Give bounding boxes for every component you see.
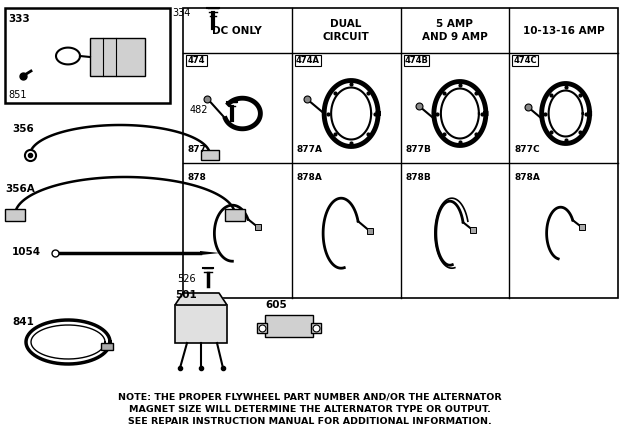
Text: 841: 841 <box>12 317 34 327</box>
Text: 878A: 878A <box>297 173 322 181</box>
Bar <box>90 38 145 76</box>
Text: 877A: 877A <box>297 145 323 153</box>
Text: 474: 474 <box>187 56 205 65</box>
Text: DC ONLY: DC ONLY <box>213 25 262 35</box>
Text: 334: 334 <box>172 8 190 18</box>
Text: 526: 526 <box>177 274 196 284</box>
Bar <box>265 315 313 337</box>
Polygon shape <box>200 251 220 255</box>
Bar <box>186 55 206 66</box>
Text: 10-13-16 AMP: 10-13-16 AMP <box>523 25 604 35</box>
Bar <box>5 209 25 221</box>
Polygon shape <box>434 81 486 145</box>
Text: 1054: 1054 <box>12 247 41 257</box>
Bar <box>175 305 227 343</box>
Text: 501: 501 <box>175 290 197 300</box>
Bar <box>183 8 618 298</box>
Bar <box>5 8 170 103</box>
Text: NOTE: THE PROPER FLYWHEEL PART NUMBER AND/OR THE ALTERNATOR
MAGNET SIZE WILL DET: NOTE: THE PROPER FLYWHEEL PART NUMBER AN… <box>118 392 502 426</box>
Text: 474B: 474B <box>404 56 428 65</box>
Text: 878B: 878B <box>405 173 432 181</box>
Text: 878A: 878A <box>514 173 540 181</box>
Bar <box>311 323 321 333</box>
Text: 877: 877 <box>188 145 207 153</box>
Polygon shape <box>324 81 378 146</box>
Bar <box>257 323 267 333</box>
Text: 5 AMP
AND 9 AMP: 5 AMP AND 9 AMP <box>422 19 488 42</box>
Text: eReplacementParts.com: eReplacementParts.com <box>322 210 458 220</box>
Bar <box>101 343 113 350</box>
Polygon shape <box>542 84 590 144</box>
Text: 333: 333 <box>8 14 30 24</box>
Text: 877C: 877C <box>514 145 540 153</box>
Polygon shape <box>175 293 227 305</box>
Bar <box>512 55 538 66</box>
Text: 877B: 877B <box>405 145 432 153</box>
Text: 474C: 474C <box>513 56 537 65</box>
Bar <box>225 209 245 221</box>
Bar <box>404 55 429 66</box>
Text: 851: 851 <box>8 90 27 100</box>
Bar <box>294 55 321 66</box>
Text: 356: 356 <box>12 124 33 134</box>
Text: 605: 605 <box>265 300 286 310</box>
Text: 482: 482 <box>190 105 208 115</box>
Text: 878: 878 <box>188 173 207 181</box>
Text: DUAL
CIRCUIT: DUAL CIRCUIT <box>323 19 370 42</box>
Bar <box>201 150 219 160</box>
Text: 474A: 474A <box>296 56 320 65</box>
Text: 356A: 356A <box>5 184 35 194</box>
